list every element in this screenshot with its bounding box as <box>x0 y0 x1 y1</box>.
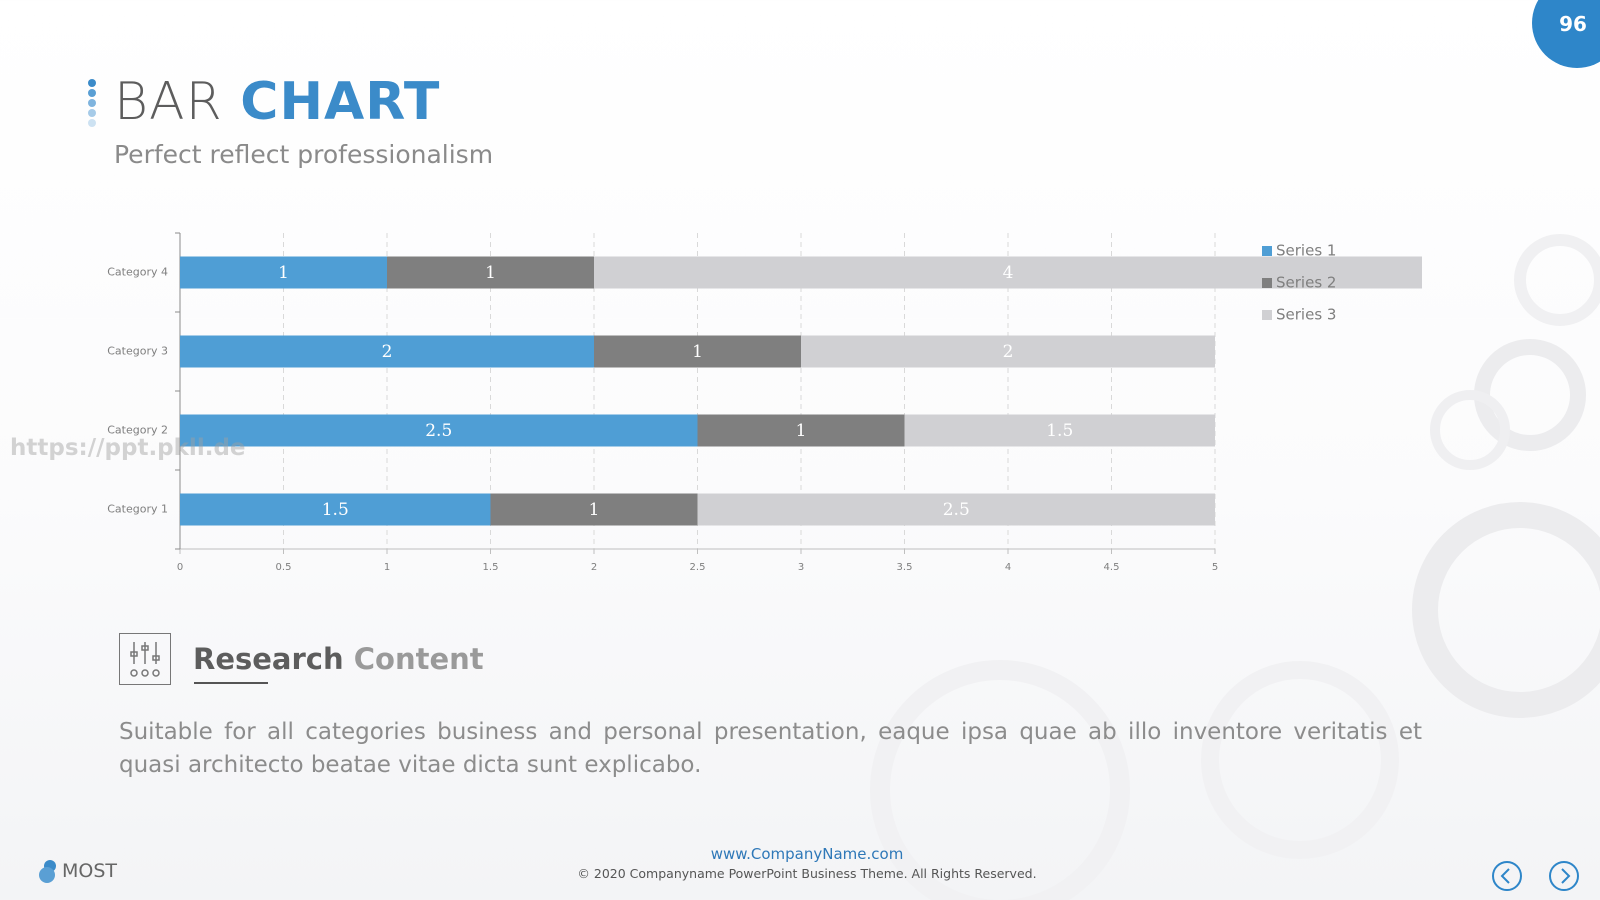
bar-segment <box>180 493 491 526</box>
x-tick-label: 4 <box>1005 562 1011 573</box>
bar-segment <box>490 493 698 526</box>
title-dots <box>88 79 96 127</box>
chart: 0 0.5 1 1.5 2 2.5 3 3.5 4 4.5 5 Category 1 1.5 1 2.5 Ca… <box>107 232 1422 573</box>
data-label: 1 <box>485 263 496 283</box>
x-tick-label: 0.5 <box>276 562 292 573</box>
prev-button[interactable] <box>1492 861 1522 891</box>
footer-url: www.CompanyName.com <box>710 845 904 863</box>
section-body: Suitable for all categories business and… <box>119 719 1422 778</box>
heading-dark: Research <box>193 642 344 676</box>
x-tick-label: 3.5 <box>897 562 913 573</box>
logo-text: MOST <box>62 860 118 882</box>
y-tick-label: Category 2 <box>107 424 168 437</box>
bar-segment <box>387 256 594 289</box>
legend-label: Series 2 <box>1276 274 1336 292</box>
bar-segment <box>180 256 387 289</box>
bar-segment <box>697 414 905 447</box>
data-label: 2.5 <box>943 500 970 520</box>
subtitle: Perfect reflect professionalism <box>114 140 494 169</box>
bar-segment <box>801 335 1215 368</box>
watermark: https://ppt.pkll.de <box>10 435 246 461</box>
page-number: 96 <box>1559 12 1587 36</box>
legend-swatch <box>1262 246 1272 256</box>
x-tick-label: 2.5 <box>690 562 706 573</box>
x-tick-label: 3 <box>798 562 804 573</box>
section-heading: Research Content <box>193 642 484 676</box>
data-label: 1 <box>278 263 289 283</box>
bar-segment <box>904 414 1215 447</box>
title-bold: CHART <box>240 72 441 132</box>
heading-underline <box>194 682 268 684</box>
y-tick-label: Category 4 <box>107 266 168 279</box>
bar-segment <box>594 335 801 368</box>
x-tick-label: 5 <box>1212 562 1218 573</box>
data-label: 2 <box>382 342 393 362</box>
section-icon <box>119 633 171 685</box>
footer-copyright: © 2020 Companyname PowerPoint Business T… <box>577 866 1037 881</box>
next-button[interactable] <box>1549 861 1579 891</box>
heading-light: Content <box>353 642 484 676</box>
x-tick-label: 0 <box>177 562 183 573</box>
y-tick-label: Category 3 <box>107 345 168 358</box>
bar-segment <box>594 256 1422 289</box>
x-tick-label: 1.5 <box>483 562 499 573</box>
data-label: 2 <box>1003 342 1014 362</box>
bar-segment <box>180 335 594 368</box>
legend-label: Series 1 <box>1276 242 1336 260</box>
bar-segment <box>180 414 698 447</box>
data-label: 1.5 <box>1046 421 1073 441</box>
title-light: BAR <box>114 72 223 132</box>
legend-swatch <box>1262 310 1272 320</box>
x-tick-label: 4.5 <box>1104 562 1120 573</box>
data-label: 1 <box>589 500 600 520</box>
data-label: 4 <box>1003 263 1014 283</box>
legend-label: Series 3 <box>1276 306 1336 324</box>
x-tick-label: 2 <box>591 562 597 573</box>
logo-icon <box>39 860 56 883</box>
data-label: 1.5 <box>322 500 349 520</box>
x-tick-label: 1 <box>384 562 390 573</box>
slide-title: BAR CHART <box>114 72 440 132</box>
data-label: 1 <box>796 421 807 441</box>
legend-swatch <box>1262 278 1272 288</box>
bar-segment <box>697 493 1215 526</box>
data-label: 2.5 <box>425 421 452 441</box>
data-label: 1 <box>692 342 703 362</box>
y-tick-label: Category 1 <box>107 503 168 516</box>
